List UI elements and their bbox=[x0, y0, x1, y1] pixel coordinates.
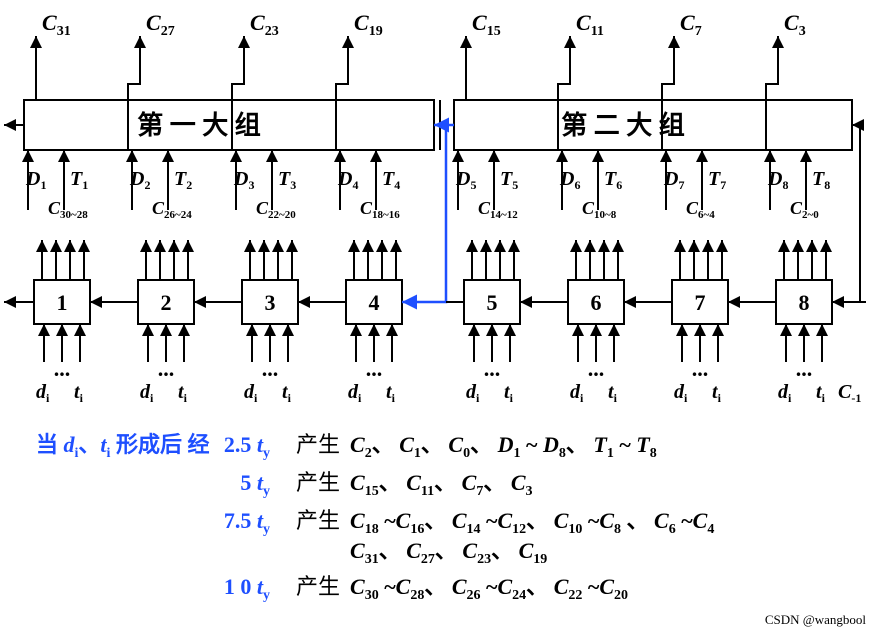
top-out-label-6: C7 bbox=[680, 10, 702, 39]
T-label-6: T6 bbox=[604, 168, 622, 192]
svg-text:...: ... bbox=[54, 356, 71, 381]
Crange-label-7: C6~4 bbox=[686, 198, 715, 221]
top-out-label-2: C23 bbox=[250, 10, 279, 39]
Crange-label-8: C2~0 bbox=[790, 198, 819, 221]
Crange-label-1: C30~28 bbox=[48, 198, 88, 221]
D-label-5: D5 bbox=[455, 168, 476, 192]
Crange-label-4: C18~16 bbox=[360, 198, 400, 221]
D-label-7: D7 bbox=[663, 168, 684, 192]
top-out-label-5: C11 bbox=[576, 10, 604, 39]
T-label-8: T8 bbox=[812, 168, 830, 192]
Crange-label-2: C26~24 bbox=[152, 198, 192, 221]
ti-label-3: ti bbox=[282, 381, 292, 405]
produce-label-1: 产生 bbox=[296, 470, 340, 495]
ti-label-1: ti bbox=[74, 381, 84, 405]
svg-text:...: ... bbox=[484, 356, 501, 381]
svg-text:...: ... bbox=[158, 356, 175, 381]
time-2: 7.5 ty bbox=[224, 508, 270, 537]
produce-label-2: 产生 bbox=[296, 508, 340, 533]
top-out-arrow-1 bbox=[128, 36, 140, 100]
top-out-label-0: C31 bbox=[42, 10, 71, 39]
top-out-arrow-2 bbox=[232, 36, 244, 100]
T-label-7: T7 bbox=[708, 168, 726, 192]
svg-text:...: ... bbox=[692, 356, 709, 381]
Crange-label-5: C14~12 bbox=[478, 198, 518, 221]
svg-text:...: ... bbox=[366, 356, 383, 381]
row-body-0: C2、 C1、 C0、 D1 ~ D8、 T1 ~ T8 bbox=[350, 432, 657, 461]
T-label-1: T1 bbox=[70, 168, 88, 192]
di-label-8: di bbox=[778, 381, 792, 405]
top-out-arrow-3 bbox=[336, 36, 348, 100]
unit-num-5: 5 bbox=[487, 290, 498, 315]
row-body-4: C30 ~C28、 C26 ~C24、 C22 ~C20 bbox=[350, 574, 628, 603]
group-label-2: 第 二 大 组 bbox=[561, 110, 685, 140]
T-label-4: T4 bbox=[382, 168, 400, 192]
unit-num-8: 8 bbox=[799, 290, 810, 315]
di-label-2: di bbox=[140, 381, 154, 405]
ti-label-4: ti bbox=[386, 381, 396, 405]
svg-text:...: ... bbox=[796, 356, 813, 381]
time-1: 5 ty bbox=[240, 470, 270, 499]
D-label-3: D3 bbox=[233, 168, 254, 192]
ti-label-7: ti bbox=[712, 381, 722, 405]
time-0: 2.5 ty bbox=[224, 432, 270, 461]
D-label-8: D8 bbox=[767, 168, 788, 192]
ti-label-6: ti bbox=[608, 381, 618, 405]
top-out-arrow-6 bbox=[662, 36, 674, 100]
carry-in-label: C-1 bbox=[838, 381, 861, 405]
carry-in-group2 bbox=[852, 125, 866, 302]
unit-num-3: 3 bbox=[265, 290, 276, 315]
di-label-6: di bbox=[570, 381, 584, 405]
diagram-canvas: 第 一 大 组第 二 大 组C31C27C23C19C15C11C7C31D1T… bbox=[0, 0, 876, 631]
produce-label-4: 产生 bbox=[296, 574, 340, 599]
D-label-4: D4 bbox=[337, 168, 358, 192]
unit-num-2: 2 bbox=[161, 290, 172, 315]
row-body-3: C31、 C27、 C23、 C19 bbox=[350, 538, 547, 567]
top-out-label-1: C27 bbox=[146, 10, 175, 39]
top-out-arrow-7 bbox=[766, 36, 778, 100]
unit-num-4: 4 bbox=[369, 290, 380, 315]
group2-down-to-unit4 bbox=[402, 125, 446, 302]
svg-text:...: ... bbox=[262, 356, 279, 381]
svg-text:...: ... bbox=[588, 356, 605, 381]
top-out-label-4: C15 bbox=[472, 10, 501, 39]
top-out-arrow-5 bbox=[558, 36, 570, 100]
row-body-1: C15、 C11、 C7、 C3 bbox=[350, 470, 533, 499]
T-label-3: T3 bbox=[278, 168, 296, 192]
D-label-1: D1 bbox=[25, 168, 46, 192]
row-body-2: C18 ~C16、 C14 ~C12、 C10 ~C8 、 C6 ~C4 bbox=[350, 508, 714, 537]
intro-text: 当 di、ti 形成后 经 bbox=[36, 432, 209, 461]
top-out-label-3: C19 bbox=[354, 10, 383, 39]
Crange-label-6: C10~8 bbox=[582, 198, 617, 221]
produce-label-0: 产生 bbox=[296, 432, 340, 457]
unit-num-6: 6 bbox=[591, 290, 602, 315]
group-label-1: 第 一 大 组 bbox=[137, 110, 261, 140]
di-label-1: di bbox=[36, 381, 50, 405]
T-label-2: T2 bbox=[174, 168, 192, 192]
di-label-7: di bbox=[674, 381, 688, 405]
di-label-5: di bbox=[466, 381, 480, 405]
ti-label-8: ti bbox=[816, 381, 826, 405]
D-label-6: D6 bbox=[559, 168, 580, 192]
di-label-3: di bbox=[244, 381, 258, 405]
unit-num-1: 1 bbox=[57, 290, 68, 315]
time-4: 1 0 ty bbox=[224, 574, 270, 603]
watermark: CSDN @wangbool bbox=[765, 612, 867, 627]
top-out-label-7: C3 bbox=[784, 10, 806, 39]
T-label-5: T5 bbox=[500, 168, 518, 192]
unit-num-7: 7 bbox=[695, 290, 706, 315]
Crange-label-3: C22~20 bbox=[256, 198, 296, 221]
di-label-4: di bbox=[348, 381, 362, 405]
ti-label-5: ti bbox=[504, 381, 514, 405]
D-label-2: D2 bbox=[129, 168, 150, 192]
ti-label-2: ti bbox=[178, 381, 188, 405]
